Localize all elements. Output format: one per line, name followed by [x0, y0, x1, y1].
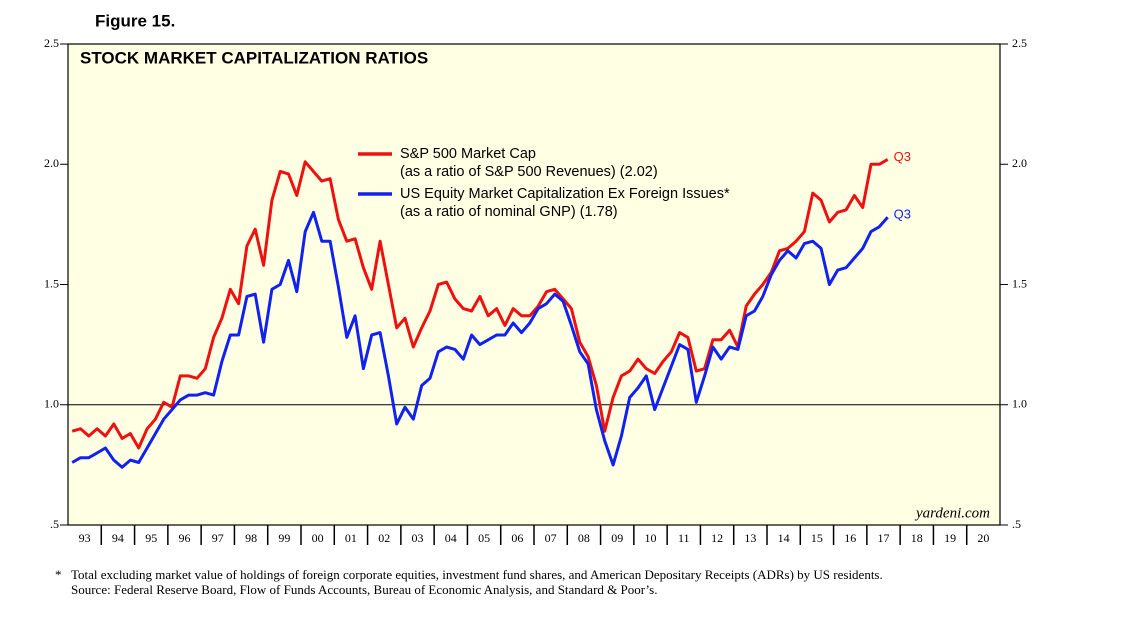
x-tick-label: 09 [611, 531, 623, 545]
source: Source: Federal Reserve Board, Flow of F… [71, 582, 657, 597]
x-tick-label: 13 [744, 531, 756, 545]
source-credit: yardeni.com [914, 505, 990, 521]
x-tick-label: 10 [645, 531, 657, 545]
x-tick-label: 17 [878, 531, 890, 545]
y-tick-label: 1.0 [44, 397, 59, 411]
x-tick-label: 12 [711, 531, 723, 545]
x-tick-label: 99 [278, 531, 290, 545]
x-tick-label: 00 [312, 531, 324, 545]
x-tick-label: 14 [778, 531, 790, 545]
figure-label: Figure 15. [95, 11, 175, 30]
legend-label: S&P 500 Market Cap [400, 146, 536, 162]
plot-area [68, 44, 1000, 525]
series-line [71, 210, 889, 469]
x-tick-label: 04 [445, 531, 457, 545]
x-tick-label: 97 [212, 531, 224, 545]
y-tick-label: 1.5 [44, 276, 59, 290]
x-tick-label: 06 [511, 531, 523, 545]
x-tick-label: 07 [545, 531, 557, 545]
legend-label: US Equity Market Capitalization Ex Forei… [400, 186, 730, 202]
y-tick-label: .5 [50, 517, 59, 531]
y2-tick-label: 2.5 [1012, 36, 1027, 50]
legend-description: (as a ratio of nominal GNP) (1.78) [400, 204, 618, 220]
x-tick-label: 95 [145, 531, 157, 545]
x-tick-label: 05 [478, 531, 490, 545]
plot-border [67, 43, 1001, 526]
x-tick-label: 02 [378, 531, 390, 545]
x-tick-label: 01 [345, 531, 357, 545]
x-tick-label: 96 [179, 531, 191, 545]
y2-tick-label: 1.0 [1012, 397, 1027, 411]
chart-title: STOCK MARKET CAPITALIZATION RATIOS [80, 48, 428, 67]
y-tick-label: 2.5 [44, 36, 59, 50]
x-tick-label: 08 [578, 531, 590, 545]
x-tick-label: 93 [79, 531, 91, 545]
end-label: Q3 [894, 207, 911, 222]
x-tick-label: 94 [112, 531, 124, 545]
x-tick-label: 19 [944, 531, 956, 545]
x-tick-label: 03 [412, 531, 424, 545]
y2-tick-label: 1.5 [1012, 276, 1027, 290]
x-tick-label: 20 [977, 531, 989, 545]
end-label: Q3 [894, 149, 911, 164]
footnote: Total excluding market value of holdings… [71, 567, 883, 582]
x-tick-label: 98 [245, 531, 257, 545]
footnote-marker: * [55, 567, 62, 582]
x-tick-label: 15 [811, 531, 823, 545]
y2-tick-label: .5 [1012, 517, 1021, 531]
legend-description: (as a ratio of S&P 500 Revenues) (2.02) [400, 164, 658, 180]
x-tick-label: 11 [678, 531, 690, 545]
series-line [71, 158, 889, 450]
y-tick-label: 2.0 [44, 156, 59, 170]
y2-tick-label: 2.0 [1012, 156, 1027, 170]
x-tick-label: 18 [911, 531, 923, 545]
x-tick-label: 16 [844, 531, 856, 545]
